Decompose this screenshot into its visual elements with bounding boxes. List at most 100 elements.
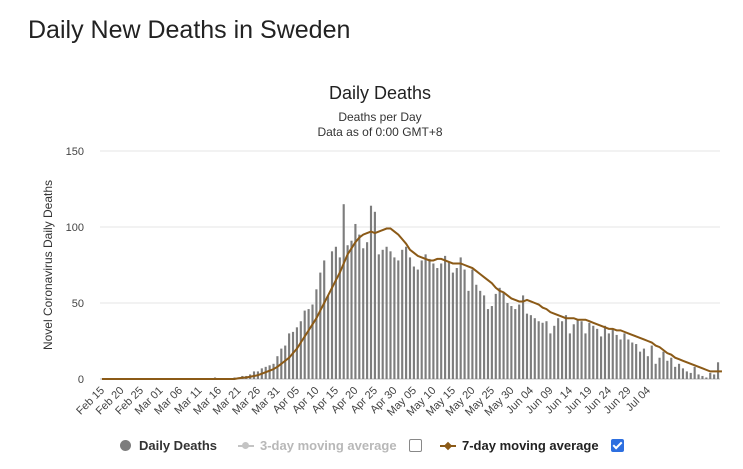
bar[interactable] bbox=[436, 268, 439, 379]
bar[interactable] bbox=[315, 289, 318, 379]
bar[interactable] bbox=[362, 248, 365, 379]
bar[interactable] bbox=[615, 334, 618, 379]
bar[interactable] bbox=[412, 266, 415, 379]
bar[interactable] bbox=[635, 344, 638, 379]
bar[interactable] bbox=[373, 211, 376, 379]
bar[interactable] bbox=[268, 365, 271, 379]
bar[interactable] bbox=[506, 303, 509, 379]
bar[interactable] bbox=[709, 372, 712, 379]
bar[interactable] bbox=[572, 324, 575, 379]
bar[interactable] bbox=[323, 260, 326, 379]
bar[interactable] bbox=[654, 363, 657, 379]
bar[interactable] bbox=[405, 246, 408, 379]
series-line-7-day[interactable] bbox=[101, 227, 722, 380]
legend-checkbox-3-day[interactable] bbox=[408, 439, 422, 452]
bar[interactable] bbox=[510, 306, 513, 379]
bar[interactable] bbox=[327, 295, 330, 379]
bar[interactable] bbox=[490, 306, 493, 379]
bar[interactable] bbox=[385, 246, 388, 379]
bar[interactable] bbox=[658, 357, 661, 379]
bar[interactable] bbox=[697, 374, 700, 379]
bar[interactable] bbox=[557, 318, 560, 379]
bar[interactable] bbox=[522, 295, 525, 379]
bar[interactable] bbox=[311, 304, 314, 379]
bar[interactable] bbox=[358, 234, 361, 379]
bar[interactable] bbox=[619, 339, 622, 379]
bar[interactable] bbox=[553, 325, 556, 379]
legend-checkbox-7-day[interactable] bbox=[610, 439, 624, 452]
bar[interactable] bbox=[537, 321, 540, 379]
daily-deaths-bars[interactable] bbox=[213, 204, 720, 379]
bar[interactable] bbox=[463, 269, 466, 379]
bar[interactable] bbox=[428, 258, 431, 379]
bar[interactable] bbox=[291, 331, 295, 379]
bar[interactable] bbox=[674, 366, 677, 379]
bar[interactable] bbox=[564, 315, 568, 379]
bar[interactable] bbox=[354, 223, 357, 379]
bar[interactable] bbox=[646, 356, 649, 379]
bar[interactable] bbox=[549, 333, 552, 379]
bar[interactable] bbox=[486, 309, 490, 379]
bar[interactable] bbox=[401, 249, 404, 379]
bar[interactable] bbox=[330, 251, 334, 379]
legend-item-7-day-average[interactable]: 7-day moving average bbox=[440, 438, 624, 453]
bar[interactable] bbox=[393, 257, 396, 379]
bar[interactable] bbox=[350, 240, 353, 379]
bar[interactable] bbox=[424, 254, 427, 379]
bar[interactable] bbox=[408, 257, 412, 379]
bar[interactable] bbox=[592, 325, 595, 379]
bar[interactable] bbox=[525, 313, 529, 379]
bar[interactable] bbox=[444, 255, 447, 379]
bar[interactable] bbox=[467, 290, 470, 379]
bar[interactable] bbox=[272, 363, 275, 379]
bar[interactable] bbox=[541, 322, 544, 379]
bar[interactable] bbox=[670, 357, 673, 379]
bar[interactable] bbox=[627, 339, 630, 379]
bar[interactable] bbox=[432, 263, 435, 379]
bar[interactable] bbox=[479, 290, 482, 379]
bar[interactable] bbox=[705, 377, 708, 379]
bar[interactable] bbox=[471, 269, 474, 379]
bar[interactable] bbox=[381, 249, 384, 379]
bar[interactable] bbox=[518, 304, 521, 379]
bar[interactable] bbox=[685, 371, 688, 379]
bar[interactable] bbox=[588, 322, 591, 379]
bar[interactable] bbox=[420, 260, 423, 379]
bar[interactable] bbox=[346, 245, 349, 379]
bar[interactable] bbox=[642, 348, 646, 379]
bar[interactable] bbox=[561, 321, 564, 379]
bar[interactable] bbox=[662, 351, 665, 379]
bar[interactable] bbox=[623, 333, 626, 379]
bar[interactable] bbox=[319, 272, 322, 379]
bar[interactable] bbox=[677, 363, 681, 379]
bar[interactable] bbox=[529, 315, 532, 379]
bar[interactable] bbox=[568, 333, 571, 379]
bar[interactable] bbox=[584, 333, 587, 379]
bar[interactable] bbox=[377, 254, 380, 379]
bar[interactable] bbox=[295, 327, 298, 379]
bar[interactable] bbox=[502, 292, 505, 379]
bar[interactable] bbox=[447, 261, 451, 379]
bar[interactable] bbox=[693, 366, 696, 379]
bar[interactable] bbox=[545, 321, 548, 379]
bar[interactable] bbox=[533, 318, 536, 379]
bar[interactable] bbox=[650, 345, 653, 379]
bar[interactable] bbox=[299, 321, 302, 379]
bar[interactable] bbox=[284, 345, 287, 379]
bar[interactable] bbox=[307, 309, 310, 379]
bar[interactable] bbox=[596, 328, 599, 379]
bar[interactable] bbox=[701, 375, 704, 379]
bar[interactable] bbox=[576, 319, 579, 379]
bar[interactable] bbox=[494, 293, 497, 379]
bar[interactable] bbox=[483, 295, 486, 379]
bar[interactable] bbox=[713, 374, 716, 379]
bar[interactable] bbox=[451, 272, 454, 379]
bar[interactable] bbox=[303, 310, 306, 379]
bar[interactable] bbox=[611, 328, 614, 379]
bar[interactable] bbox=[440, 263, 443, 379]
bar[interactable] bbox=[389, 251, 392, 379]
legend-item-daily-deaths[interactable]: Daily Deaths bbox=[120, 438, 217, 453]
legend-item-3-day-average[interactable]: 3-day moving average bbox=[238, 438, 422, 453]
bar[interactable] bbox=[338, 257, 341, 379]
bar[interactable] bbox=[638, 351, 642, 379]
